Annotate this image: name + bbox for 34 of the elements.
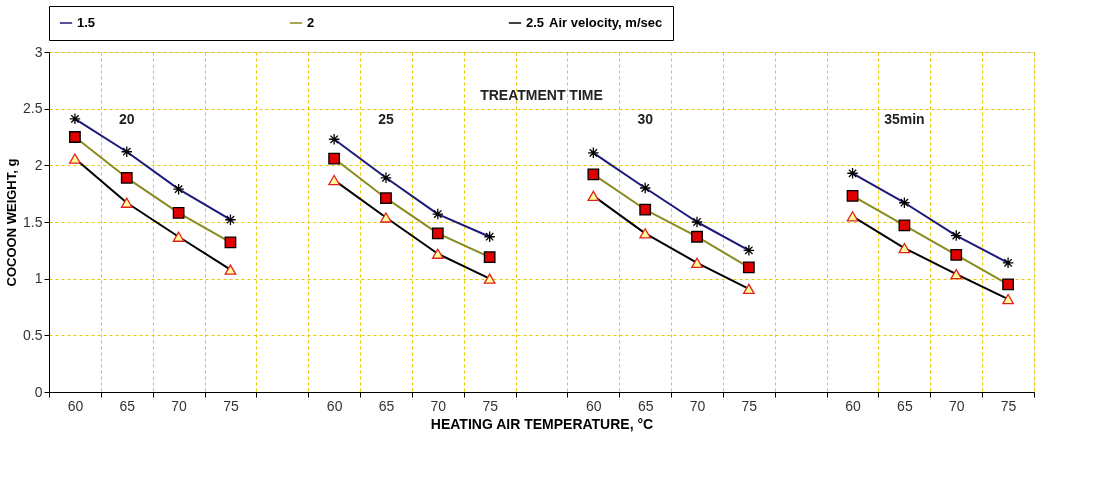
x-tick-label: 65 — [378, 397, 395, 414]
annotation: TREATMENT TIME — [480, 87, 603, 104]
legend-label: 2.5 — [526, 15, 545, 30]
annotation: 25 — [378, 111, 394, 127]
x-tick-label: 65 — [637, 397, 654, 414]
x-tick-label: 65 — [897, 397, 913, 414]
x-tick-label: 70 — [430, 397, 447, 414]
y-tick-label: 2 — [34, 156, 43, 173]
y-axis-title: COCOON WEIGHT, g — [4, 158, 20, 287]
annotation: 20 — [118, 111, 135, 127]
y-tick-label: 1.5 — [23, 213, 43, 230]
x-tick-label: 60 — [845, 397, 862, 414]
x-tick-label: 70 — [689, 397, 706, 414]
x-tick-label: 75 — [741, 397, 758, 414]
x-tick-label: 70 — [948, 397, 965, 414]
legend-label: 1.5 — [77, 15, 96, 30]
x-tick-label: 75 — [1000, 397, 1017, 414]
y-tick-label: 0.5 — [23, 326, 43, 343]
y-tick-label: 2.5 — [23, 100, 43, 117]
x-tick-label: 65 — [119, 397, 136, 414]
x-tick-label: 70 — [171, 397, 188, 414]
legend-title: Air velocity, m/sec — [549, 15, 663, 30]
x-tick-label: 60 — [586, 397, 602, 414]
x-tick-label: 60 — [326, 397, 343, 414]
y-tick-label: 1 — [34, 270, 43, 287]
annotation: 35min — [884, 111, 925, 127]
legend-label: 2 — [307, 15, 315, 30]
x-axis-title: HEATING AIR TEMPERATURE, °C — [430, 415, 654, 432]
y-tick-label: 0 — [34, 383, 43, 400]
x-tick-label: 60 — [67, 397, 84, 414]
y-tick-label: 3 — [34, 43, 43, 60]
annotation: 30 — [637, 111, 654, 127]
x-tick-label: 75 — [223, 397, 239, 414]
x-tick-label: 75 — [482, 397, 499, 414]
